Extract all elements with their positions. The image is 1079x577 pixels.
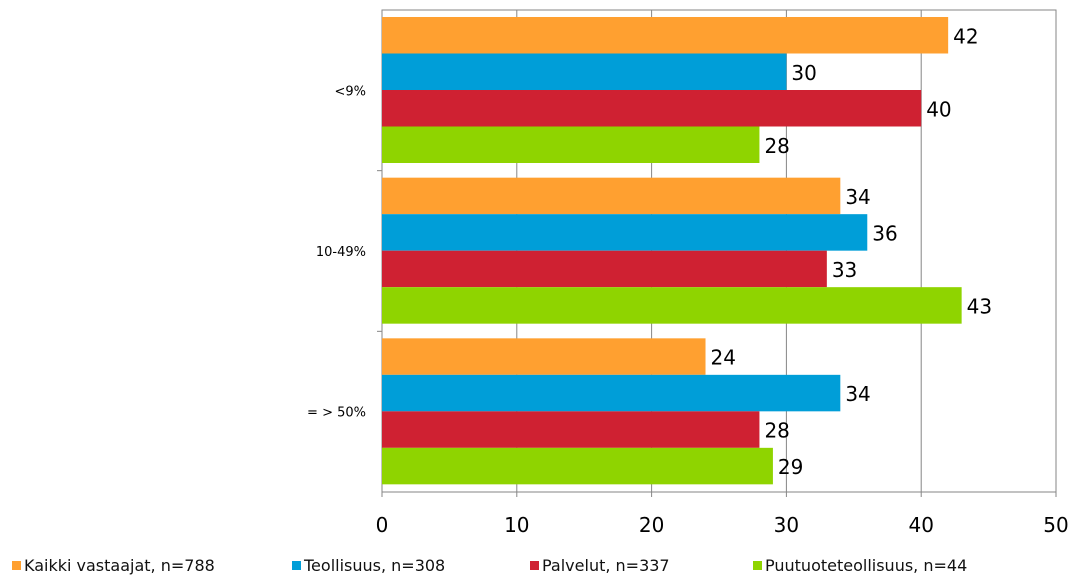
legend-item: Teollisuus, n=308 <box>292 554 445 576</box>
data-label: 42 <box>953 24 978 48</box>
x-tick-label: 50 <box>1043 513 1068 537</box>
bar <box>382 17 949 54</box>
legend-label: Palvelut, n=337 <box>542 555 670 575</box>
legend-label: Teollisuus, n=308 <box>304 555 446 575</box>
legend-label: Kaikki vastaajat, n=788 <box>24 555 215 575</box>
data-label: 28 <box>764 419 789 443</box>
y-category-label: = > 50% <box>307 406 366 421</box>
bar <box>382 250 827 288</box>
data-label: 34 <box>845 185 870 209</box>
x-tick-label: 10 <box>504 513 529 537</box>
data-label: 28 <box>764 134 789 158</box>
y-category-label: <9% <box>334 84 366 99</box>
bar <box>382 287 962 324</box>
data-label: 33 <box>832 258 857 282</box>
bar <box>382 53 787 90</box>
data-label: 43 <box>967 294 992 318</box>
bar <box>382 126 760 163</box>
data-label: 24 <box>711 346 736 370</box>
legend-swatch <box>292 560 301 570</box>
bar <box>382 447 773 485</box>
bar <box>382 374 841 412</box>
legend-item: Puutuoteteollisuus, n=44 <box>753 554 967 576</box>
legend-swatch <box>12 560 21 570</box>
x-tick-label: 0 <box>376 513 389 537</box>
x-tick-label: 30 <box>774 513 799 537</box>
legend-swatch <box>753 560 762 570</box>
data-label: 34 <box>845 382 870 406</box>
x-tick-label: 20 <box>639 513 664 537</box>
legend: Kaikki vastaajat, n=788 Teollisuus, n=308… <box>0 554 1079 576</box>
data-label: 29 <box>778 455 803 479</box>
legend-item: Kaikki vastaajat, n=788 <box>12 554 215 576</box>
data-label: 36 <box>872 221 897 245</box>
y-category-label: 10-49% <box>316 245 366 260</box>
bar <box>382 177 841 215</box>
data-label: 40 <box>926 97 951 121</box>
legend-label: Puutuoteteollisuus, n=44 <box>765 555 968 575</box>
data-label: 30 <box>791 61 816 85</box>
bar <box>382 338 706 375</box>
legend-item: Palvelut, n=337 <box>530 554 670 576</box>
bar <box>382 90 922 127</box>
x-tick-label: 40 <box>908 513 933 537</box>
bar <box>382 214 868 251</box>
bar <box>382 411 760 448</box>
legend-swatch <box>530 560 539 570</box>
